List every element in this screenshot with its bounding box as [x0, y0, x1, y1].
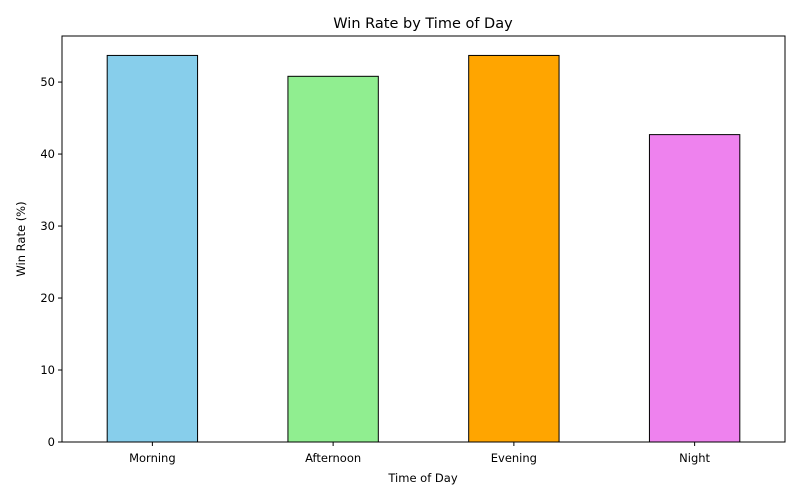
y-tick-label-40: 40: [40, 147, 55, 161]
bar-evening: [468, 54, 560, 443]
y-axis-label: Win Rate (%): [14, 201, 28, 276]
x-axis-label: Time of Day: [387, 471, 457, 485]
plot-area: Morning Afternoon Evening Night 0 10 20 30 40 50: [40, 35, 786, 465]
y-tick-label-0: 0: [48, 435, 55, 449]
bar-morning: [106, 54, 199, 443]
plot-frame: [61, 35, 786, 443]
y-tick-label-20: 20: [40, 291, 55, 305]
x-tick-label-afternoon: Afternoon: [305, 451, 361, 465]
y-tick-label-50: 50: [40, 75, 55, 89]
bar-night: [648, 134, 741, 443]
chart-title: Win Rate by Time of Day: [333, 16, 513, 32]
y-tick-label-10: 10: [40, 363, 55, 377]
y-tick-label-30: 30: [40, 219, 55, 233]
bar-afternoon: [287, 75, 379, 443]
x-tick-label-evening: Evening: [491, 451, 537, 465]
x-tick-label-night: Night: [679, 451, 710, 465]
x-tick-label-morning: Morning: [129, 451, 176, 465]
